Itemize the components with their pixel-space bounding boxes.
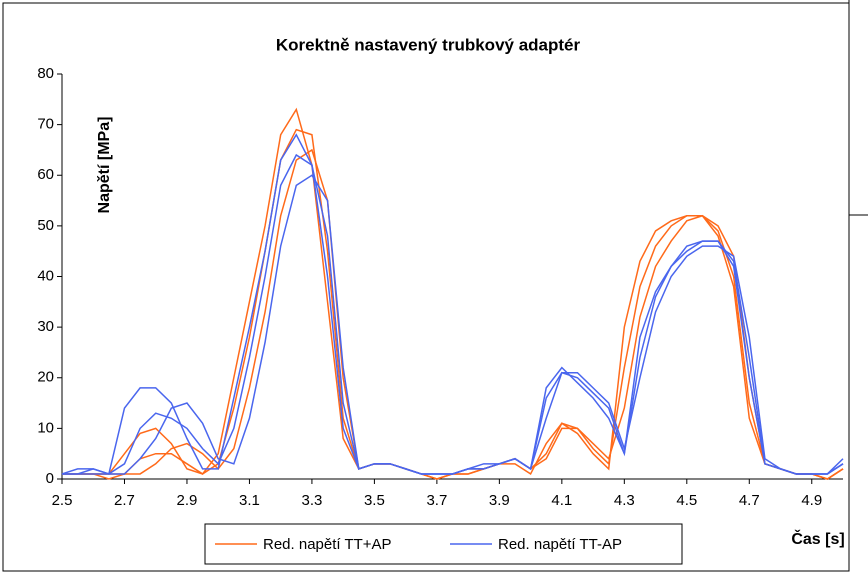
x-tick-label: 4.1	[551, 492, 572, 509]
chart-title: Korektně nastavený trubkový adaptér	[276, 35, 581, 54]
y-tick-label: 30	[37, 318, 54, 335]
y-tick-label: 60	[37, 166, 54, 183]
x-tick-label: 3.3	[301, 492, 322, 509]
y-tick-label: 70	[37, 116, 54, 133]
y-tick-label: 20	[37, 369, 54, 386]
legend	[204, 523, 683, 565]
x-tick-label: 3.1	[239, 492, 260, 509]
x-tick-label: 4.9	[801, 492, 822, 509]
y-tick-label: 0	[46, 470, 54, 487]
y-tick-label: 50	[37, 217, 54, 234]
x-tick-label: 3.5	[364, 492, 385, 509]
chart-border	[2, 2, 850, 572]
x-tick-label: 4.3	[614, 492, 635, 509]
y-axis-label: Napětí [MPa]	[96, 117, 113, 214]
legend-label: Red. napětí TT-AP	[498, 536, 622, 553]
x-tick-label: 2.9	[177, 492, 198, 509]
x-tick-label: 3.9	[489, 492, 510, 509]
legend-label: Red. napětí TT+AP	[263, 536, 392, 553]
x-tick-label: 4.5	[676, 492, 697, 509]
y-tick-label: 40	[37, 267, 54, 284]
x-tick-label: 2.5	[52, 492, 73, 509]
y-tick-label: 80	[37, 65, 54, 82]
x-tick-label: 2.7	[114, 492, 135, 509]
y-tick-label: 10	[37, 419, 54, 436]
series-line	[62, 174, 844, 475]
x-tick-label: 3.7	[426, 492, 447, 509]
x-tick-label: 4.7	[739, 492, 760, 509]
x-axis-label: Čas [s]	[791, 529, 844, 548]
